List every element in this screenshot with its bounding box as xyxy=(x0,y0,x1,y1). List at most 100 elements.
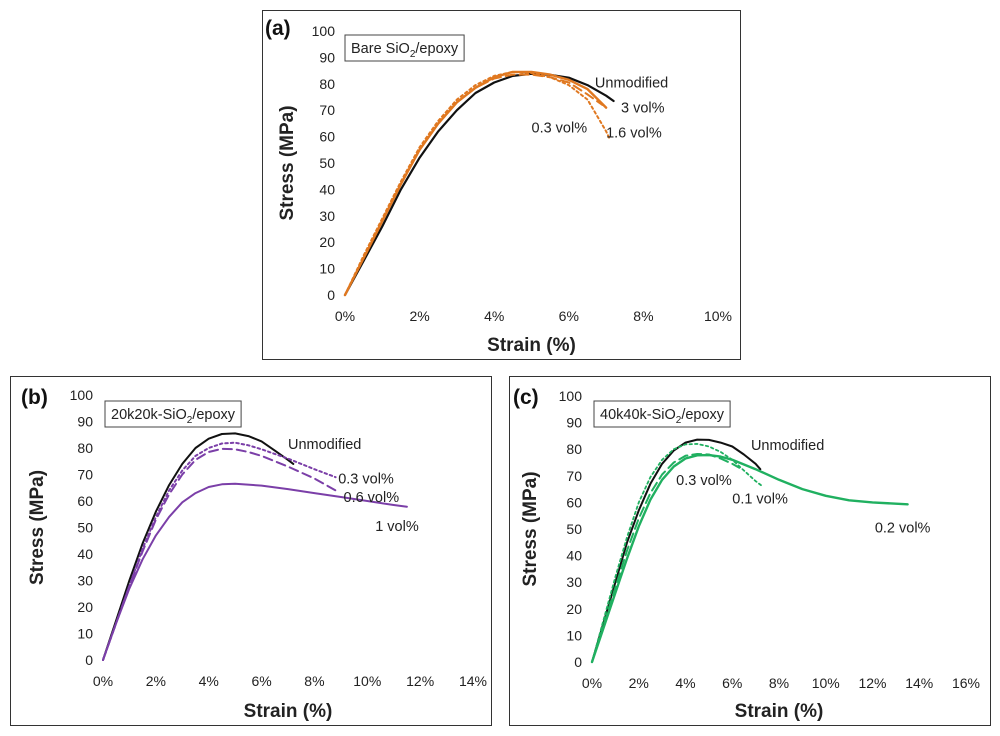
x-tick-label: 0% xyxy=(335,308,355,324)
x-tick-label: 10% xyxy=(704,308,732,324)
panel-label: (a) xyxy=(265,17,291,40)
y-tick-label: 70 xyxy=(566,468,582,484)
x-axis-title: Strain (%) xyxy=(735,701,824,722)
series-annotation: 3 vol% xyxy=(621,101,665,117)
panel-label: (c) xyxy=(513,386,539,409)
series-line-0-3-vol- xyxy=(102,441,337,661)
y-tick-label: 100 xyxy=(312,23,336,39)
chart-c-svg: 0 10 20 30 40 50 60 70 80 90 100 0% 2% 4% 6% 8% 10% 12% 14… xyxy=(513,386,980,722)
y-tick-label: 60 xyxy=(566,494,582,510)
y-tick-label: 30 xyxy=(566,574,582,590)
series-line-0-3-vol- xyxy=(591,453,741,663)
y-tick-label: 80 xyxy=(77,440,93,456)
x-tick-label: 2% xyxy=(409,308,429,324)
series-annotation: Unmodified xyxy=(595,75,668,91)
series-annotation: 0.3 vol% xyxy=(338,471,394,487)
y-tick-label: 50 xyxy=(319,155,335,171)
y-tick-label: 80 xyxy=(319,76,335,92)
chart-title-box xyxy=(593,400,731,428)
y-axis-title: Stress (MPa) xyxy=(27,470,48,585)
y-tick-label: 20 xyxy=(77,599,93,615)
y-tick-label: 90 xyxy=(319,49,335,65)
y-tick-label: 10 xyxy=(77,626,93,642)
chart-a-svg: 0 10 20 30 40 50 60 70 80 90 100 0% 2% 4% 6% 8% 10% Strai… xyxy=(265,17,732,356)
chart-title-text: 40k40k-SiO2/epoxy xyxy=(600,407,725,426)
x-tick-label: 10% xyxy=(353,673,381,689)
y-tick-label: 100 xyxy=(559,388,583,404)
x-tick-label: 4% xyxy=(675,675,695,691)
chart-panel-b: 0 10 20 30 40 50 60 70 80 90 100 0% 2% 4% 6% 8% 10% 12% 14… xyxy=(10,376,492,726)
series-line-0-3-vol- xyxy=(344,73,604,296)
series-annotation: 0.3 vol% xyxy=(532,120,588,136)
x-tick-label: 0% xyxy=(582,675,602,691)
series-line-1-vol- xyxy=(102,482,408,661)
series-annotation: 0.2 vol% xyxy=(875,521,931,537)
x-tick-label: 16% xyxy=(952,675,980,691)
x-tick-label: 6% xyxy=(251,673,271,689)
y-tick-label: 0 xyxy=(327,287,335,303)
series-line-0-1-vol- xyxy=(591,443,764,663)
y-tick-label: 40 xyxy=(566,548,582,564)
series-line-3-vol- xyxy=(343,70,608,297)
x-axis-title: Strain (%) xyxy=(487,335,576,356)
series-annotation: Unmodified xyxy=(288,437,361,453)
chart-title: Bare SiO2/epoxy xyxy=(344,34,465,62)
series-line-0-2-vol- xyxy=(590,453,909,664)
x-tick-label: 12% xyxy=(858,675,886,691)
x-tick-label: 4% xyxy=(484,308,504,324)
x-tick-label: 14% xyxy=(459,673,487,689)
chart-panel-a: 0 10 20 30 40 50 60 70 80 90 100 0% 2% 4% 6% 8% 10% Strai… xyxy=(262,10,741,360)
x-tick-label: 14% xyxy=(905,675,933,691)
chart-title-text: 20k20k-SiO2/epoxy xyxy=(111,407,236,426)
series-line-0-6-vol- xyxy=(102,447,337,661)
series-annotation: 1 vol% xyxy=(375,519,419,535)
series-annotation: 0.3 vol% xyxy=(676,473,732,489)
y-tick-label: 10 xyxy=(566,627,582,643)
x-tick-label: 0% xyxy=(93,673,113,689)
x-axis-title: Strain (%) xyxy=(244,701,333,722)
y-tick-label: 20 xyxy=(566,601,582,617)
chart-title-text: Bare SiO2/epoxy xyxy=(351,41,459,60)
x-tick-label: 4% xyxy=(199,673,219,689)
y-axis-title: Stress (MPa) xyxy=(277,105,298,220)
y-tick-label: 40 xyxy=(77,546,93,562)
x-tick-label: 10% xyxy=(812,675,840,691)
chart-title: 20k20k-SiO2/epoxy xyxy=(104,400,242,428)
series-line-unmodified xyxy=(343,72,615,297)
chart-title-box xyxy=(344,34,465,62)
x-tick-label: 6% xyxy=(559,308,579,324)
x-tick-label: 6% xyxy=(722,675,742,691)
y-tick-label: 50 xyxy=(566,521,582,537)
y-tick-label: 30 xyxy=(77,573,93,589)
x-tick-label: 8% xyxy=(304,673,324,689)
panel-label: (b) xyxy=(21,386,48,409)
y-tick-label: 0 xyxy=(85,652,93,668)
y-axis-title: Stress (MPa) xyxy=(520,471,541,586)
y-tick-label: 90 xyxy=(566,415,582,431)
series-annotation: 1.6 vol% xyxy=(606,126,662,142)
x-tick-label: 8% xyxy=(633,308,653,324)
y-tick-label: 30 xyxy=(319,208,335,224)
y-tick-label: 40 xyxy=(319,181,335,197)
series-annotation: 0.1 vol% xyxy=(732,491,788,507)
x-tick-label: 2% xyxy=(629,675,649,691)
x-tick-label: 8% xyxy=(769,675,789,691)
y-tick-label: 100 xyxy=(70,387,94,403)
y-tick-label: 70 xyxy=(77,467,93,483)
chart-title: 40k40k-SiO2/epoxy xyxy=(593,400,731,428)
chart-b-svg: 0 10 20 30 40 50 60 70 80 90 100 0% 2% 4% 6% 8% 10% 12% 14… xyxy=(21,386,487,722)
series-annotation: Unmodified xyxy=(751,438,824,454)
y-tick-label: 50 xyxy=(77,520,93,536)
y-tick-label: 70 xyxy=(319,102,335,118)
chart-title-box xyxy=(104,400,242,428)
x-tick-label: 2% xyxy=(146,673,166,689)
y-tick-label: 0 xyxy=(574,654,582,670)
y-tick-label: 80 xyxy=(566,441,582,457)
y-tick-label: 60 xyxy=(319,129,335,145)
series-line-1-6-vol- xyxy=(344,70,611,296)
series-line-unmodified xyxy=(102,432,295,661)
chart-panel-c: 0 10 20 30 40 50 60 70 80 90 100 0% 2% 4% 6% 8% 10% 12% 14… xyxy=(509,376,991,726)
y-tick-label: 60 xyxy=(77,493,93,509)
series-annotation: 0.6 vol% xyxy=(344,490,400,506)
x-tick-label: 12% xyxy=(406,673,434,689)
